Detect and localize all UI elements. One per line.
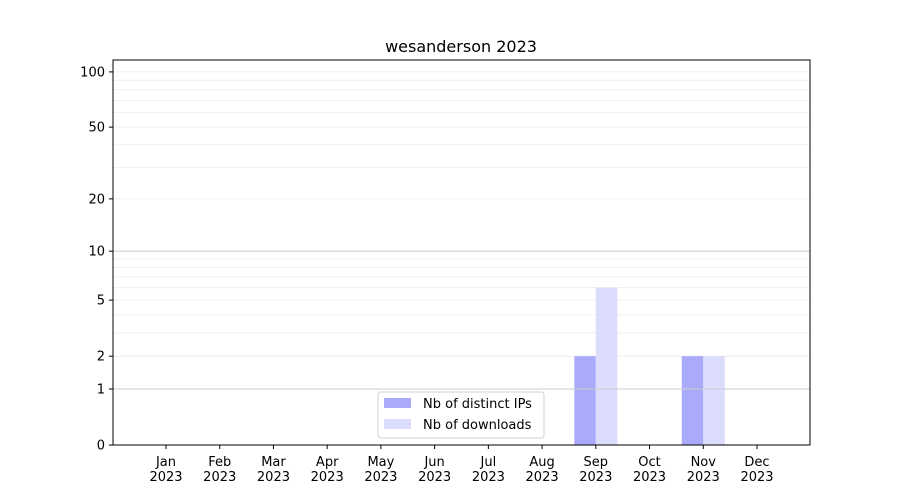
- axes-frame: [112, 59, 811, 446]
- legend-label: Nb of downloads: [423, 418, 532, 433]
- chart-title: wesanderson 2023: [385, 37, 537, 56]
- legend: Nb of distinct IPs Nb of downloads: [377, 391, 545, 439]
- x-tick-label: Jul 2023: [472, 455, 505, 485]
- y-tick-label: 0: [97, 439, 105, 454]
- legend-label: Nb of distinct IPs: [423, 397, 532, 412]
- bar-distinct-ips: [574, 356, 596, 445]
- x-tick-label: Apr 2023: [311, 455, 344, 485]
- bar-distinct-ips: [681, 356, 704, 445]
- x-axis: Jan 2023 Feb 2023 Mar 2023 Apr 2023 May 2023 Jun 20…: [149, 445, 774, 485]
- x-tick-label: Oct 2023: [633, 455, 666, 485]
- x-tick-label: Aug 2023: [526, 455, 559, 485]
- legend-box: [377, 391, 545, 439]
- y-tick-label: 1: [97, 382, 105, 397]
- bar-downloads: [703, 356, 725, 445]
- y-tick-label: 20: [88, 192, 105, 207]
- x-tick-label: Jun 2023: [418, 455, 451, 485]
- x-tick-label: Nov 2023: [687, 455, 720, 485]
- y-tick-label: 5: [97, 294, 105, 309]
- y-axis: 0 1 2 5 10 20 50 100: [80, 65, 113, 454]
- x-tick-label: Dec 2023: [740, 455, 773, 485]
- bars: [574, 287, 725, 445]
- y-tick-label: 2: [97, 350, 105, 365]
- bar-downloads: [595, 287, 618, 445]
- y-tick-label: 10: [88, 245, 105, 260]
- x-tick-label: Sep 2023: [579, 455, 612, 485]
- legend-swatch: [384, 398, 411, 408]
- x-tick-label: Feb 2023: [203, 455, 236, 485]
- legend-swatch: [384, 419, 411, 429]
- y-tick-label: 100: [80, 65, 105, 80]
- x-tick-label: Mar 2023: [257, 455, 290, 485]
- x-tick-label: May 2023: [364, 455, 397, 485]
- x-tick-label: Jan 2023: [149, 455, 182, 485]
- y-tick-label: 50: [88, 121, 105, 136]
- grid: [113, 71, 810, 357]
- major-grid: [113, 250, 810, 390]
